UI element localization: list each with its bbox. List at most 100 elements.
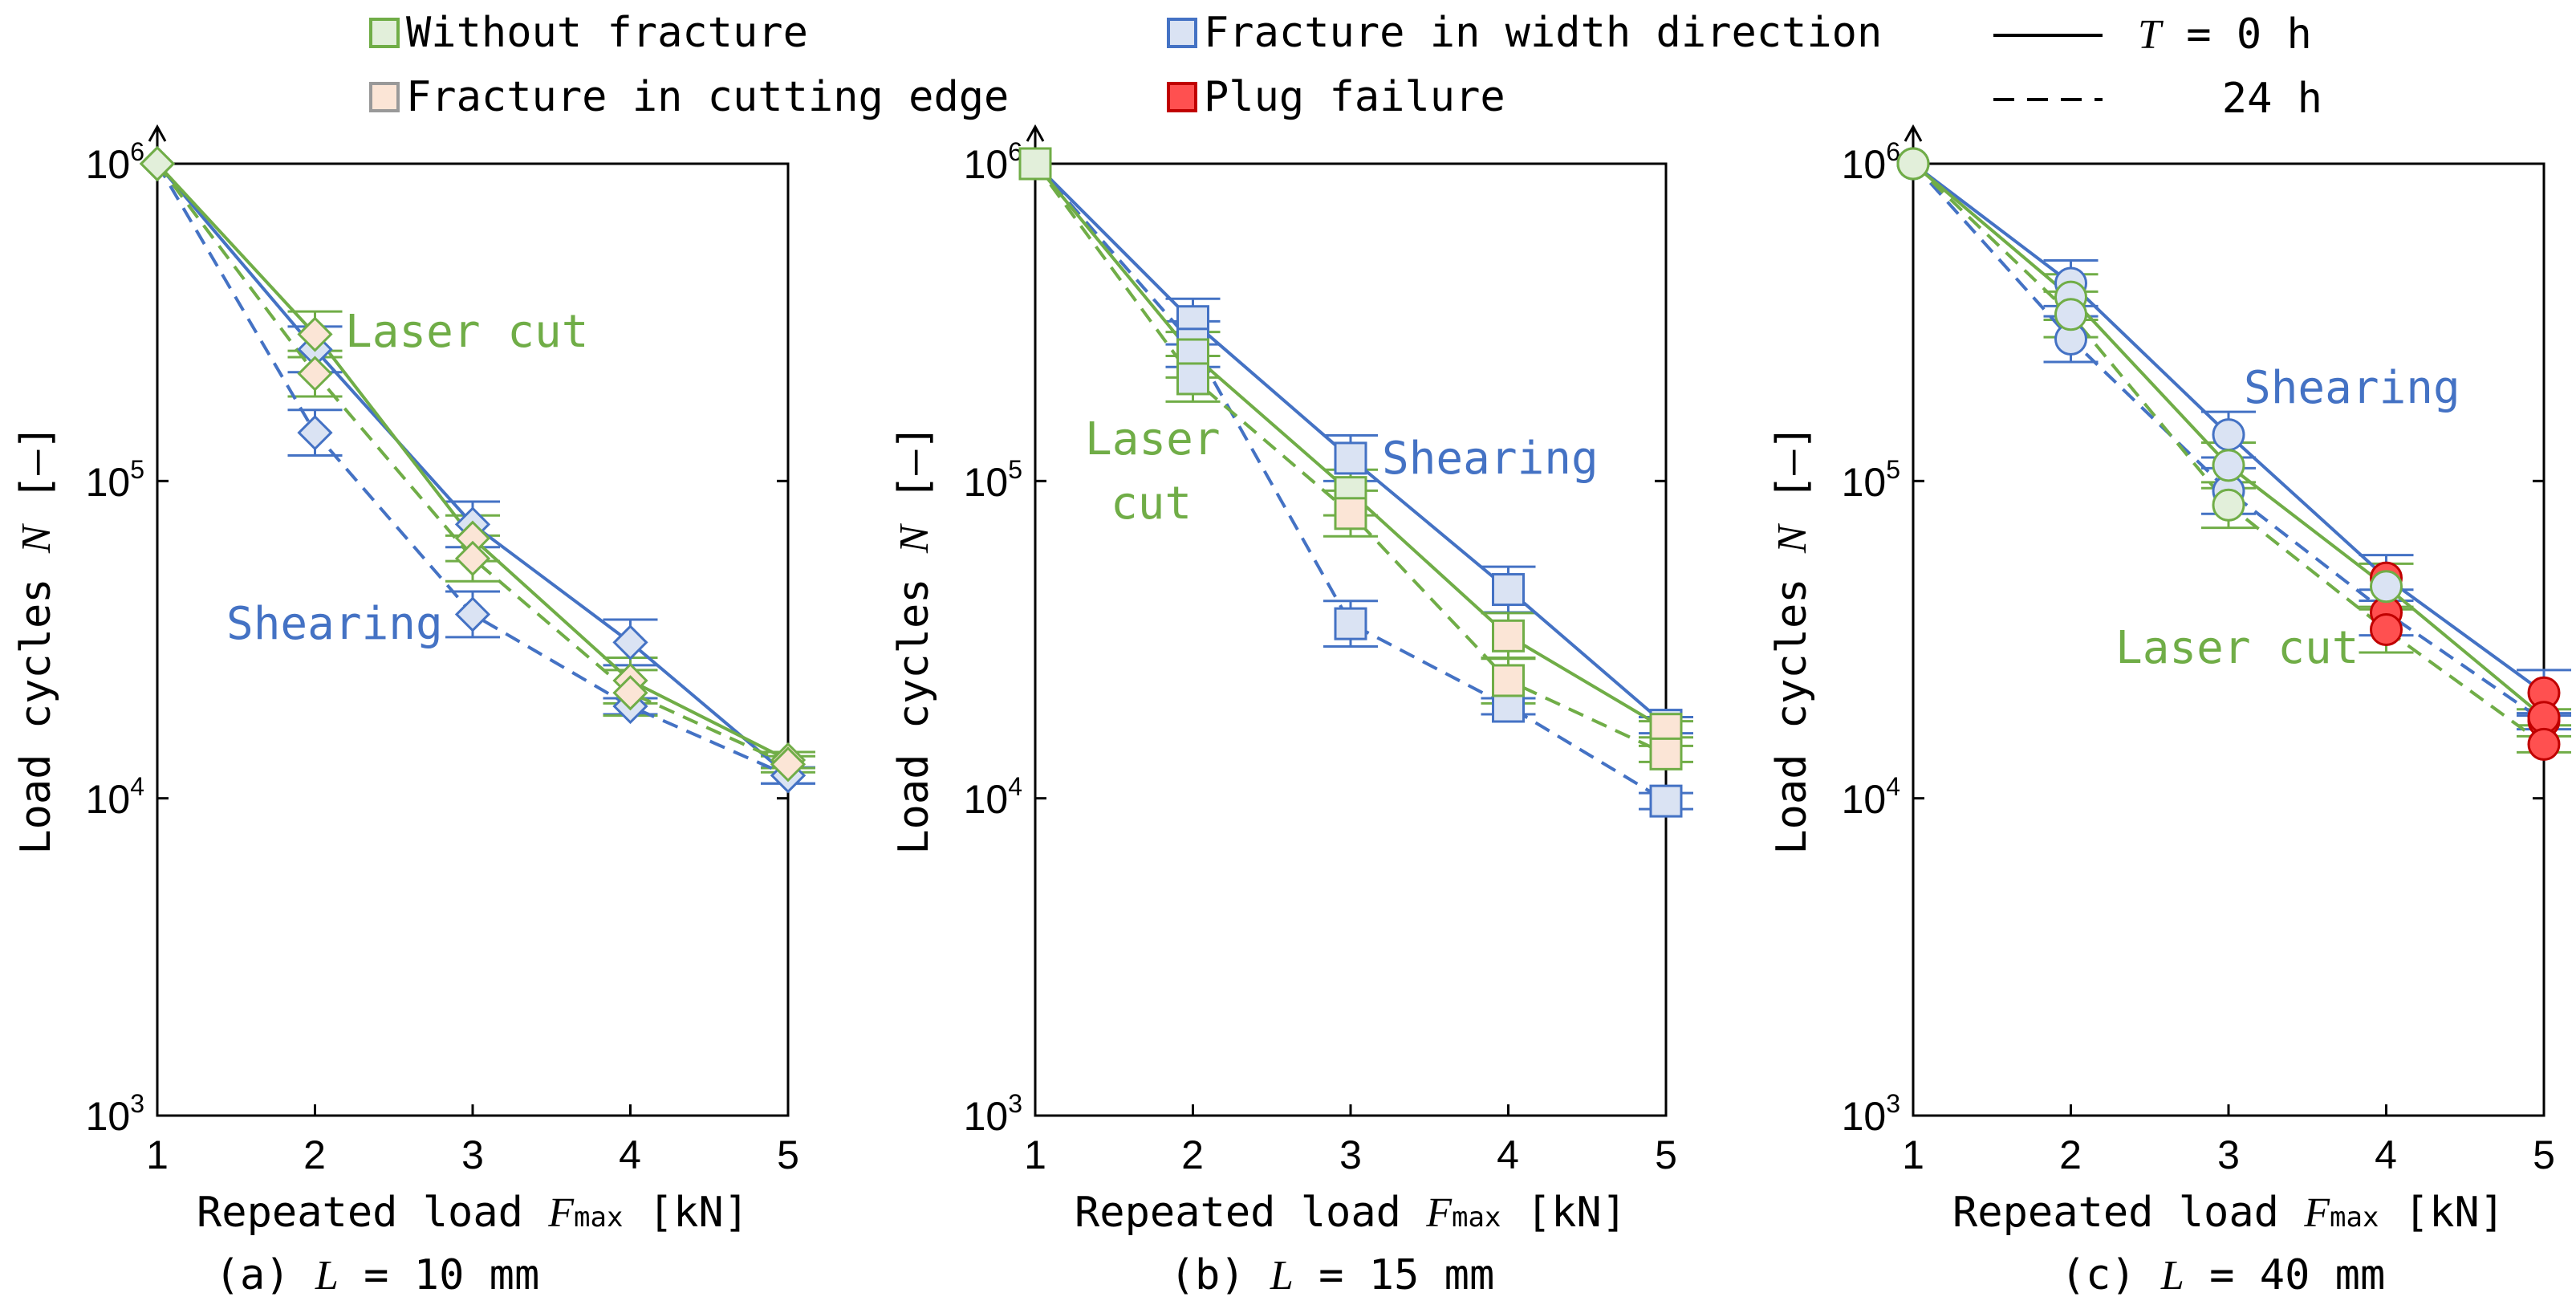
xtick-label-a-2: 2 — [303, 1132, 326, 1177]
data-point — [612, 675, 648, 711]
data-point — [1018, 147, 1052, 181]
annotation-shearing-b: Shearing — [1382, 433, 1599, 485]
data-point — [1492, 664, 1525, 697]
legend-swatch-plug-failure — [1167, 82, 1197, 112]
axis-ticks-b: 103 104 105 106 1 2 3 4 5 — [964, 137, 1677, 1177]
legend-label-t24: 24 h — [2222, 75, 2322, 123]
xtick-label-c-1: 1 — [1902, 1132, 1924, 1177]
xlabel-b: Repeated load Fmax [kN] — [1075, 1189, 1627, 1237]
data-point — [297, 415, 333, 451]
data-point — [1492, 573, 1525, 607]
ytick-label-b-6: 106 — [964, 137, 1022, 187]
xtick-label-b-4: 4 — [1497, 1132, 1519, 1177]
ylabel-b: Load cycles N [–] — [890, 425, 938, 855]
xtick-label-b-2: 2 — [1181, 1132, 1204, 1177]
xtick-label-a-5: 5 — [777, 1132, 799, 1177]
data-point — [139, 145, 176, 182]
data-point — [1649, 784, 1683, 818]
data-point — [1649, 737, 1683, 770]
data-point — [1492, 619, 1525, 652]
data-point — [2212, 488, 2245, 522]
ytick-label-c-6: 106 — [1842, 137, 1900, 187]
data-point — [1334, 607, 1367, 640]
data-point — [770, 746, 807, 783]
axis-ticks-a: 103 104 105 106 1 2 3 4 5 — [86, 137, 799, 1177]
ytick-label-c-3: 103 — [1842, 1089, 1900, 1139]
annotation-laser-cut-a: Laser cut — [345, 306, 588, 358]
xtick-label-b-3: 3 — [1339, 1132, 1362, 1177]
series-line — [156, 162, 789, 762]
xtick-label-c-5: 5 — [2533, 1132, 2555, 1177]
panel-a: 103 104 105 106 1 2 3 4 5 Repeated load … — [12, 124, 815, 1299]
annotation-shearing-a: Shearing — [226, 598, 443, 650]
series-group-a — [139, 145, 815, 794]
legend-label-t0: T = 0 h — [2138, 10, 2312, 59]
annotation-shearing-c: Shearing — [2244, 362, 2460, 414]
data-point — [1334, 497, 1367, 531]
legend-t-symbol: T — [2138, 12, 2164, 58]
ytick-label-b-3: 103 — [964, 1089, 1022, 1139]
data-point — [297, 356, 333, 392]
data-point — [2212, 449, 2245, 482]
panel-c: 103 104 105 106 1 2 3 4 5 Repeated load … — [1768, 124, 2571, 1299]
legend-label-plug-failure: Plug failure — [1204, 73, 1505, 121]
series-line — [1912, 162, 2546, 723]
ylabel-a: Load cycles N [–] — [12, 425, 60, 855]
series-line — [156, 162, 790, 777]
legend-swatch-fracture-edge — [369, 82, 400, 112]
xtick-label-a-4: 4 — [619, 1132, 641, 1177]
axis-ticks-c: 103 104 105 106 1 2 3 4 5 — [1842, 137, 2555, 1177]
data-point — [1176, 362, 1209, 396]
legend-t0-value: = 0 h — [2161, 10, 2312, 59]
xlabel-a: Repeated load Fmax [kN] — [197, 1189, 749, 1237]
data-point — [2212, 418, 2245, 452]
ytick-label-c-5: 105 — [1842, 455, 1900, 505]
legend-label-fracture-width: Fracture in width direction — [1204, 9, 1882, 57]
data-point — [1334, 441, 1367, 475]
data-point — [1896, 147, 1930, 181]
series-group-c — [1896, 147, 2571, 761]
legend-swatch-without-fracture — [369, 18, 400, 48]
ytick-label-a-3: 103 — [86, 1089, 144, 1139]
ylabel-c: Load cycles N [–] — [1768, 425, 1816, 855]
ytick-label-b-4: 104 — [964, 772, 1022, 822]
data-point — [454, 540, 491, 576]
data-point — [2370, 613, 2403, 647]
xtick-label-a-1: 1 — [146, 1132, 169, 1177]
xtick-label-c-4: 4 — [2375, 1132, 2397, 1177]
ytick-label-a-4: 104 — [86, 772, 144, 822]
data-point — [2054, 298, 2087, 331]
panel-title-c: (c) L = 40 mm — [2061, 1251, 2386, 1299]
xtick-label-b-1: 1 — [1024, 1132, 1046, 1177]
data-point — [2370, 570, 2403, 604]
annotation-laser-b: Laser — [1085, 413, 1221, 465]
data-point — [454, 596, 491, 632]
series-group-b — [1018, 147, 1693, 818]
legend-label-without-fracture: Without fracture — [406, 9, 808, 57]
panel-title-b: (b) L = 15 mm — [1170, 1251, 1495, 1299]
panel-b: 103 104 105 106 1 2 3 4 5 Repeated load … — [890, 124, 1693, 1299]
ytick-label-b-5: 105 — [964, 455, 1022, 505]
xtick-label-c-3: 3 — [2217, 1132, 2240, 1177]
series-line — [156, 162, 789, 778]
ytick-label-a-5: 105 — [86, 455, 144, 505]
xtick-label-b-5: 5 — [1655, 1132, 1677, 1177]
panel-title-a: (a) L = 10 mm — [215, 1251, 540, 1299]
legend: Without fracture Fracture in cutting edg… — [369, 9, 2322, 123]
data-point — [2527, 727, 2561, 761]
legend-swatch-fracture-width — [1167, 18, 1197, 48]
data-point — [297, 316, 333, 352]
data-point — [612, 624, 648, 661]
ytick-label-c-4: 104 — [1842, 772, 1900, 822]
xlabel-c: Repeated load Fmax [kN] — [1952, 1189, 2505, 1237]
series-line — [1034, 162, 1668, 803]
series-line — [156, 162, 789, 766]
ytick-label-a-6: 106 — [86, 137, 144, 187]
annotation-laser-cut-c: Laser cut — [2115, 622, 2359, 674]
xtick-label-c-2: 2 — [2059, 1132, 2082, 1177]
annotation-cut-b: cut — [1111, 478, 1192, 530]
xtick-label-a-3: 3 — [461, 1132, 484, 1177]
legend-label-fracture-edge: Fracture in cutting edge — [406, 73, 1009, 121]
